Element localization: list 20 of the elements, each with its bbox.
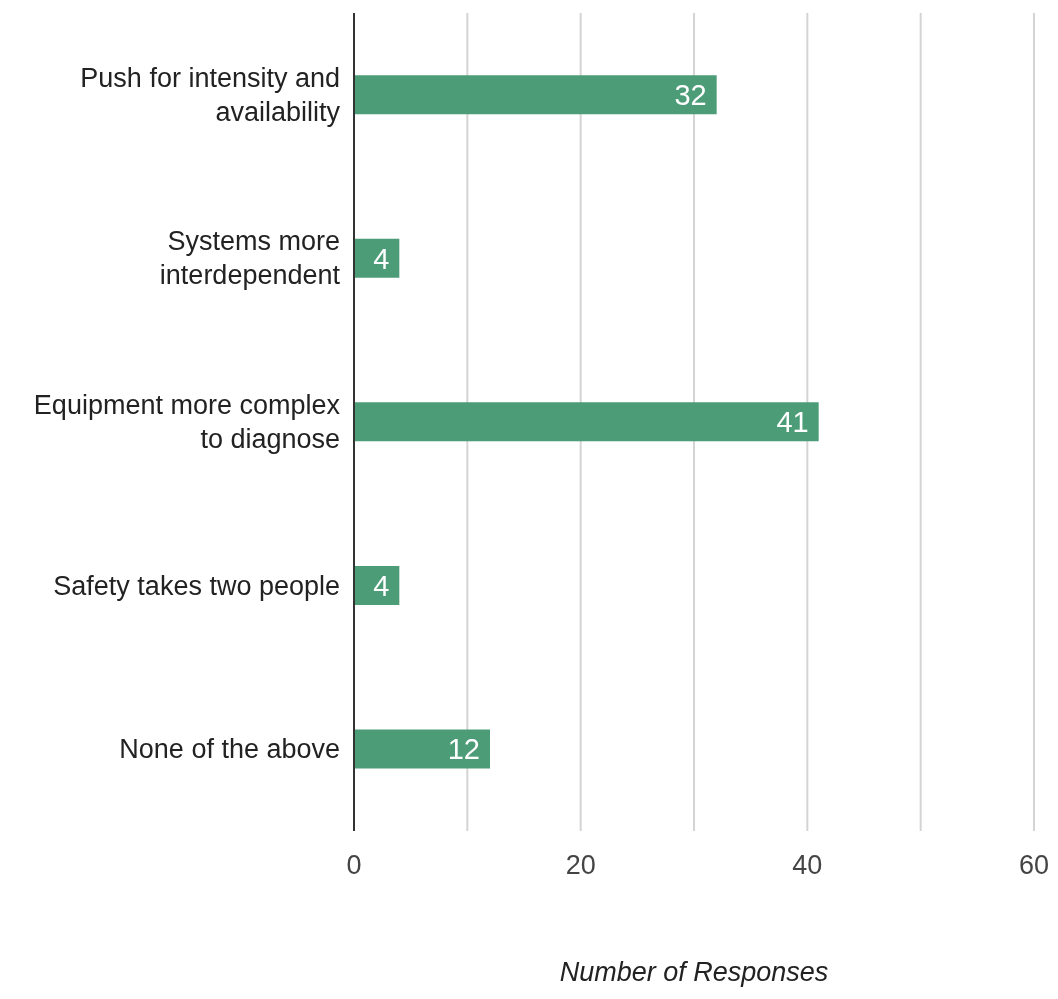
y-tick-label: Equipment more complex to diagnose [33,390,341,454]
bar [354,565,400,605]
bar [354,402,819,442]
data-label: 41 [776,406,809,439]
x-tick-label: 60 [1018,850,1050,881]
y-tick-label: Safety takes two people [53,570,340,601]
bar [354,729,490,769]
data-label: 4 [373,569,390,602]
x-tick-label: 40 [792,850,823,881]
x-tick-label: 20 [565,850,596,881]
bar [354,75,717,115]
y-tick-label: None of the above [119,734,340,765]
y-tick-label: Push for intensity and availability [80,62,341,127]
x-tick-label: 0 [346,850,362,881]
data-label: 12 [447,733,480,766]
data-label: 4 [373,242,390,275]
x-axis-title: Number of Responses [559,957,829,987]
data-label: 32 [674,78,707,111]
bar [354,238,400,278]
y-tick-label: Systems more interdependent [159,226,341,291]
